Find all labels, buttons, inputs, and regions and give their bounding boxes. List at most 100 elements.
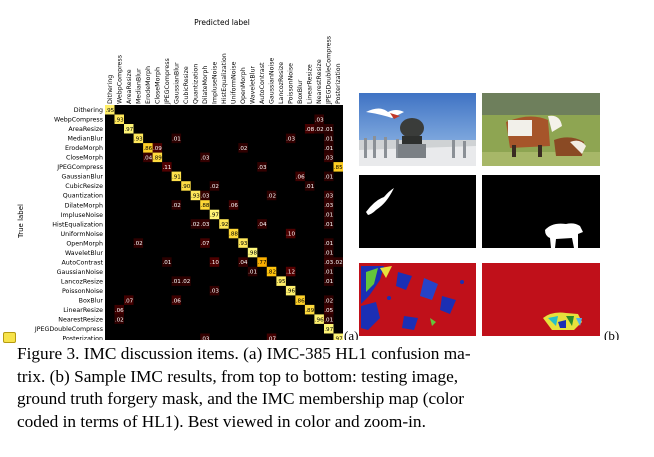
- matrix-cell-value: .90: [181, 184, 190, 190]
- matrix-cell: [314, 124, 324, 134]
- matrix-cell: [324, 247, 334, 258]
- matrix-cell-value: .03: [210, 289, 219, 295]
- matrix-cell: [285, 133, 296, 144]
- matrix-cell-value: .02: [239, 146, 248, 152]
- matrix-cell: [324, 209, 334, 220]
- matrix-cell: [200, 238, 210, 248]
- matrix-cell-value: .02: [324, 298, 333, 304]
- matrix-cell-value: .02: [210, 184, 219, 190]
- x-tick-label: PoissonNoise: [288, 63, 295, 104]
- matrix-cell-value: .01: [172, 279, 181, 285]
- matrix-cell: [295, 171, 305, 182]
- x-tick-label: WaveletBlur: [250, 66, 257, 104]
- matrix-cell-value: .85: [334, 165, 343, 171]
- testing-image-bird: [359, 93, 476, 166]
- matrix-cell: [324, 314, 334, 324]
- membership-map-bird: [359, 263, 476, 336]
- caption-line: trix. (b) Sample IMC results, from top t…: [17, 366, 459, 386]
- y-tick-label: JPEGCompress: [56, 164, 103, 171]
- matrix-cell-value: .01: [324, 213, 333, 219]
- matrix-cell: [276, 276, 286, 286]
- matrix-cell: [162, 162, 172, 172]
- matrix-cells: .03.08.02.01.01.03.01.09.02.01.04.03.03.…: [105, 105, 343, 340]
- matrix-cell: [324, 266, 334, 277]
- x-tick-label: OpenMorph: [240, 67, 247, 104]
- matrix-cell: [152, 152, 163, 163]
- matrix-cell: [266, 190, 277, 201]
- matrix-cell: [200, 152, 210, 163]
- matrix-cell: [228, 200, 239, 210]
- matrix-cell: [105, 105, 115, 115]
- matrix-cell-value: .04: [239, 260, 248, 266]
- matrix-cell-value: .01: [324, 127, 333, 133]
- matrix-cell-value: .97: [324, 327, 333, 333]
- matrix-cell: [324, 324, 334, 334]
- matrix-cell-value: .97: [124, 127, 133, 133]
- matrix-cell-value: .89: [153, 156, 162, 162]
- matrix-cell-value: .01: [324, 317, 333, 323]
- y-tick-label: CloseMorph: [66, 155, 103, 162]
- membership-map-cows: [482, 263, 600, 336]
- matrix-cell: [324, 143, 334, 153]
- matrix-cell-value: .09: [153, 146, 162, 152]
- matrix-cell-value: .96: [315, 317, 324, 323]
- matrix-cell: [324, 152, 334, 163]
- matrix-cell: [266, 333, 277, 340]
- matrix-cell-value: .04: [143, 156, 152, 162]
- matrix-cell: [143, 143, 153, 153]
- matrix-cell: [314, 114, 324, 124]
- matrix-cell: [181, 276, 191, 286]
- matrix-cell: [133, 238, 144, 248]
- x-tick-label: UniformNoise: [231, 61, 238, 104]
- matrix-cell-value: .01: [324, 270, 333, 276]
- matrix-cell-value: .03: [201, 156, 210, 162]
- matrix-cell-value: .02: [115, 317, 124, 323]
- matrix-cell: [314, 314, 324, 324]
- matrix-cell: [162, 257, 172, 267]
- matrix-cell: [247, 247, 258, 258]
- x-tick-labels: Dithering WebpCompress AreaResize MedianBlu…: [107, 36, 342, 105]
- matrix-cell: [324, 200, 334, 210]
- matrix-cell: [324, 133, 334, 144]
- x-tick-label: CubicResize: [183, 66, 190, 104]
- matrix-cell: [257, 257, 267, 267]
- x-tick-label: LancozResize: [278, 62, 285, 104]
- matrix-cell-value: .02: [134, 241, 143, 247]
- matrix-cell: [190, 219, 201, 229]
- matrix-cell-value: .02: [172, 203, 181, 209]
- x-tick-label: MedianBlur: [135, 68, 142, 104]
- ground-truth-mask-bird: [359, 175, 476, 248]
- y-axis-label: True label: [17, 204, 25, 239]
- matrix-cell: [200, 200, 210, 210]
- matrix-cell-value: .07: [267, 336, 276, 340]
- matrix-cell-value: .03: [315, 117, 324, 123]
- x-tick-label: GaussianNoise: [269, 58, 276, 104]
- matrix-cell: [209, 181, 220, 191]
- matrix-cell: [333, 257, 343, 267]
- y-tick-label: AreaResize: [68, 126, 103, 133]
- matrix-cell: [171, 276, 182, 286]
- matrix-cell: [114, 314, 124, 324]
- x-tick-label: DilateMorph: [202, 66, 209, 104]
- y-tick-label: UniformNoise: [61, 231, 104, 238]
- caption-line: ground truth forgery mask, and the IMC m…: [17, 389, 464, 409]
- matrix-cell: [143, 152, 153, 163]
- matrix-cell-value: .92: [220, 222, 229, 228]
- x-tick-label: NearestResize: [316, 59, 323, 104]
- figure-caption: Figure 3. IMC discussion items. (a) IMC-…: [17, 343, 637, 433]
- matrix-cell-value: .02: [267, 194, 276, 200]
- matrix-cell-value: .97: [334, 336, 343, 340]
- x-tick-label: Posterization: [335, 63, 342, 104]
- matrix-cell-value: .03: [258, 165, 267, 171]
- matrix-cell: [114, 114, 124, 124]
- matrix-cell: [333, 162, 343, 172]
- matrix-cell-value: .03: [324, 260, 333, 266]
- matrix-cell: [324, 304, 334, 315]
- x-tick-label: LinearResize: [307, 64, 314, 104]
- y-tick-label: HistEqualization: [52, 221, 103, 228]
- matrix-cell: [219, 219, 229, 229]
- comment-icon[interactable]: [3, 332, 16, 343]
- y-tick-label: LancozResize: [61, 278, 103, 285]
- matrix-cell: [324, 257, 334, 267]
- confusion-matrix: Predicted label True label Dithering Webp…: [17, 18, 358, 340]
